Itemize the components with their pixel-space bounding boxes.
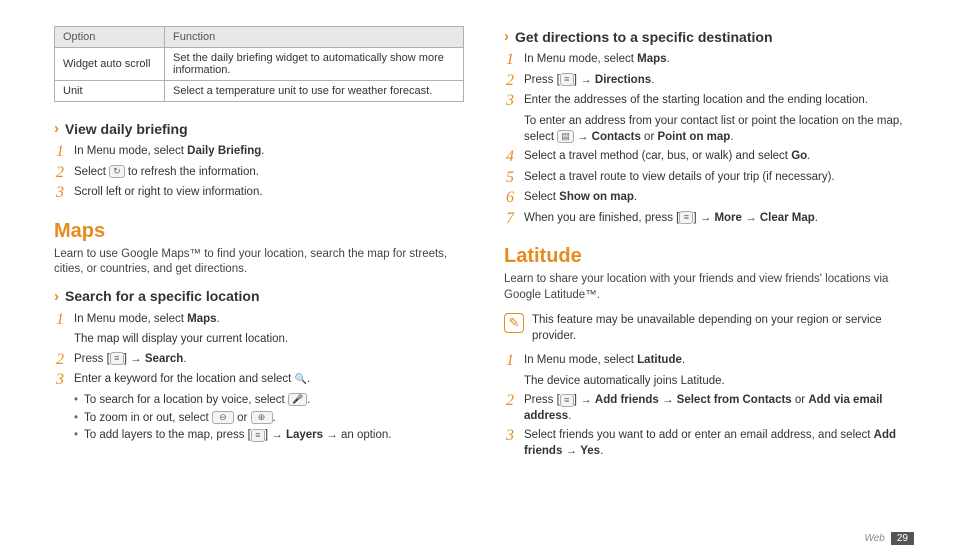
- page-footer: Web 29: [864, 532, 914, 545]
- latitude-intro: Learn to share your location with your f…: [504, 272, 914, 303]
- step-text: In Menu mode, select Maps.: [74, 311, 464, 327]
- step-text: Select a travel method (car, bus, or wal…: [524, 148, 914, 164]
- step-item: 6 Select Show on map.: [504, 189, 914, 207]
- step-subline: To enter an address from your contact li…: [524, 113, 914, 145]
- step-subline: The map will display your current locati…: [74, 331, 464, 347]
- step-text: Select friends you want to add or enter …: [524, 427, 914, 459]
- step-item: 1 In Menu mode, select Maps.: [54, 311, 464, 329]
- menu-icon: ≡: [110, 352, 124, 365]
- step-text: Press [≡] → Add friends → Select from Co…: [524, 392, 914, 424]
- table-cell-option: Unit: [55, 81, 165, 102]
- step-number: 2: [504, 392, 516, 410]
- table-cell-option: Widget auto scroll: [55, 48, 165, 81]
- step-text: Select a travel route to view details of…: [524, 169, 914, 185]
- step-item: 4 Select a travel method (car, bus, or w…: [504, 148, 914, 166]
- step-item: 1 In Menu mode, select Daily Briefing.: [54, 143, 464, 161]
- step-text: Press [≡] → Directions.: [524, 72, 914, 88]
- step-number: 4: [504, 148, 516, 166]
- table-head-function: Function: [165, 27, 464, 48]
- subheading-text: View daily briefing: [65, 121, 188, 137]
- bullet-item: •To add layers to the map, press [≡] → L…: [74, 427, 464, 445]
- bullet-item: •To search for a location by voice, sele…: [74, 392, 464, 410]
- step-number: 5: [504, 169, 516, 187]
- step-number: 1: [504, 51, 516, 69]
- menu-icon: ≡: [251, 429, 265, 442]
- step-item: 2 Press [≡] → Add friends → Select from …: [504, 392, 914, 424]
- step-text: In Menu mode, select Daily Briefing.: [74, 143, 464, 159]
- menu-icon: ≡: [560, 394, 574, 407]
- chevron-icon: ›: [54, 288, 59, 305]
- step-number: 3: [504, 427, 516, 445]
- menu-icon: ≡: [679, 211, 693, 224]
- step-text: In Menu mode, select Latitude.: [524, 352, 914, 368]
- table-row: Unit Select a temperature unit to use fo…: [55, 81, 464, 102]
- step-text: In Menu mode, select Maps.: [524, 51, 914, 67]
- heading-maps: Maps: [54, 220, 464, 243]
- step-number: 1: [54, 311, 66, 329]
- table-row: Widget auto scroll Set the daily briefin…: [55, 48, 464, 81]
- heading-latitude: Latitude: [504, 245, 914, 268]
- list-icon: ▤: [557, 130, 574, 143]
- table-cell-function: Select a temperature unit to use for wea…: [165, 81, 464, 102]
- refresh-icon: ↻: [109, 165, 125, 178]
- step-number: 7: [504, 210, 516, 228]
- subheading-view-daily-briefing: › View daily briefing: [54, 120, 464, 137]
- step-item: 3 Enter the addresses of the starting lo…: [504, 92, 914, 110]
- step-number: 6: [504, 189, 516, 207]
- step-number: 3: [54, 184, 66, 202]
- left-column: Option Function Widget auto scroll Set t…: [54, 26, 464, 462]
- step-number: 2: [504, 72, 516, 90]
- menu-icon: ≡: [560, 73, 574, 86]
- subheading-get-directions: › Get directions to a specific destinati…: [504, 28, 914, 45]
- step-item: 2 Press [≡] → Directions.: [504, 72, 914, 90]
- step-number: 1: [54, 143, 66, 161]
- options-table: Option Function Widget auto scroll Set t…: [54, 26, 464, 102]
- step-item: 1 In Menu mode, select Maps.: [504, 51, 914, 69]
- mic-icon: 🎤: [288, 393, 307, 406]
- step-text: Enter the addresses of the starting loca…: [524, 92, 914, 108]
- step-item: 3 Select friends you want to add or ente…: [504, 427, 914, 459]
- zoom-out-icon: ⊖: [212, 411, 234, 424]
- subheading-text: Search for a specific location: [65, 288, 260, 304]
- chevron-icon: ›: [504, 28, 509, 45]
- note-text: This feature may be unavailable dependin…: [532, 313, 914, 344]
- subheading-search-location: › Search for a specific location: [54, 288, 464, 305]
- zoom-in-icon: ⊕: [251, 411, 273, 424]
- step-text: Enter a keyword for the location and sel…: [74, 371, 464, 387]
- step-text: Select ↻ to refresh the information.: [74, 164, 464, 180]
- step-text: When you are finished, press [≡] → More …: [524, 210, 914, 226]
- step-number: 2: [54, 164, 66, 182]
- subheading-text: Get directions to a specific destination: [515, 29, 773, 45]
- chevron-icon: ›: [54, 120, 59, 137]
- step-item: 3 Scroll left or right to view informati…: [54, 184, 464, 202]
- note-box: ✎ This feature may be unavailable depend…: [504, 313, 914, 344]
- step-text: Press [≡] → Search.: [74, 351, 464, 367]
- step-number: 1: [504, 352, 516, 370]
- step-text: Select Show on map.: [524, 189, 914, 205]
- step-item: 2 Press [≡] → Search.: [54, 351, 464, 369]
- step-subline: The device automatically joins Latitude.: [524, 373, 914, 389]
- right-column: › Get directions to a specific destinati…: [504, 26, 914, 462]
- maps-intro: Learn to use Google Maps™ to find your l…: [54, 247, 464, 278]
- footer-section: Web: [864, 533, 884, 544]
- step-text: Scroll left or right to view information…: [74, 184, 464, 200]
- step-item: 5 Select a travel route to view details …: [504, 169, 914, 187]
- search-icon: 🔍: [295, 374, 307, 385]
- step-number: 3: [54, 371, 66, 389]
- table-cell-function: Set the daily briefing widget to automat…: [165, 48, 464, 81]
- step-item: 7 When you are finished, press [≡] → Mor…: [504, 210, 914, 228]
- step-number: 2: [54, 351, 66, 369]
- table-head-option: Option: [55, 27, 165, 48]
- note-icon: ✎: [504, 313, 524, 333]
- step-number: 3: [504, 92, 516, 110]
- step-item: 3 Enter a keyword for the location and s…: [54, 371, 464, 389]
- step-item: 1 In Menu mode, select Latitude.: [504, 352, 914, 370]
- step-item: 2 Select ↻ to refresh the information.: [54, 164, 464, 182]
- bullet-item: •To zoom in or out, select ⊖ or ⊕.: [74, 410, 464, 428]
- footer-page-number: 29: [891, 532, 914, 545]
